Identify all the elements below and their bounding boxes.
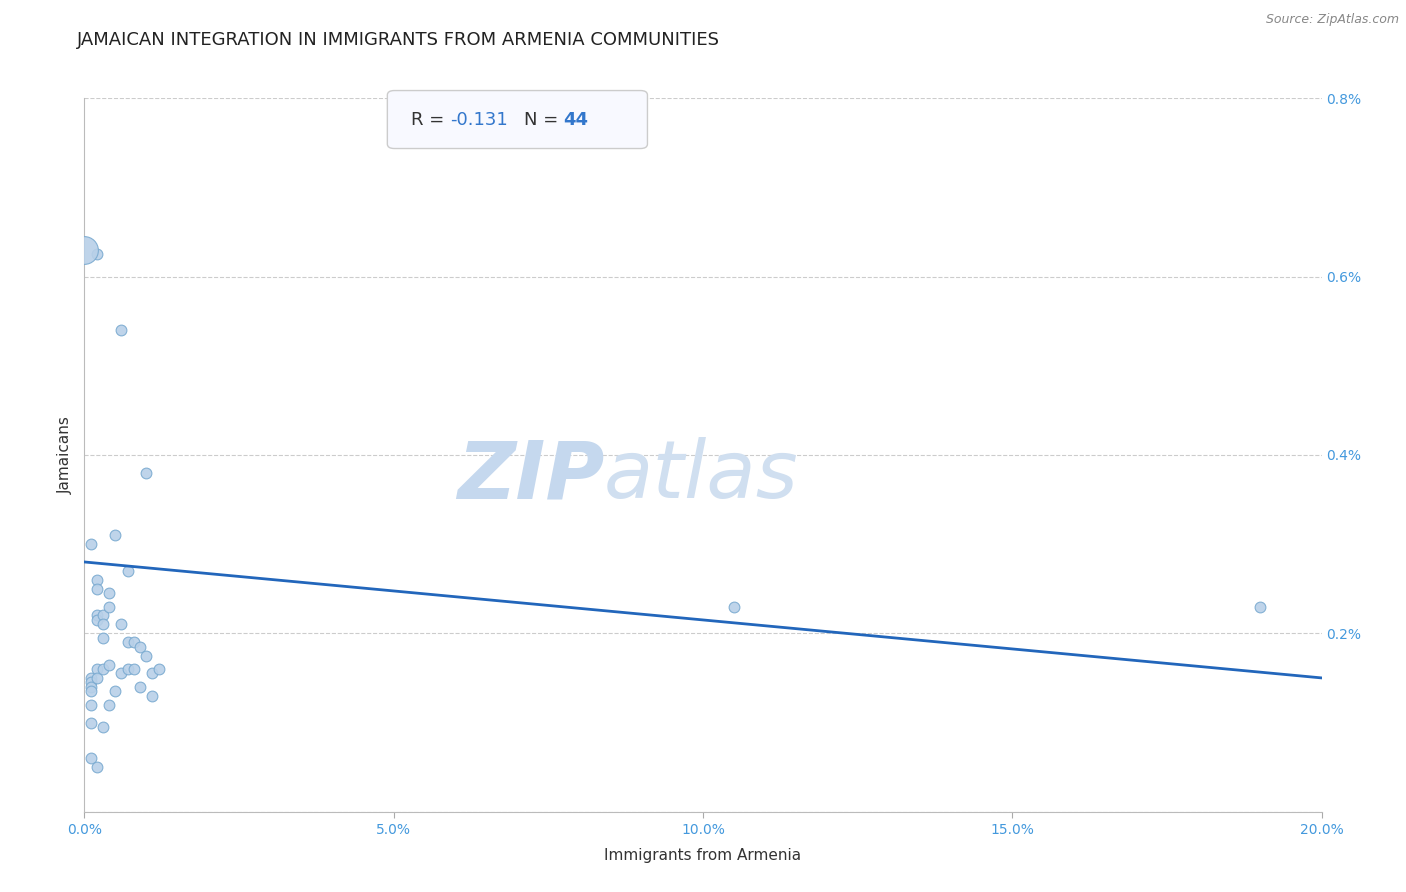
Text: N =: N = — [523, 111, 564, 128]
Point — [104, 684, 127, 698]
Point — [148, 662, 170, 676]
Point — [79, 715, 101, 730]
Text: atlas: atlas — [605, 437, 799, 516]
Point — [1249, 599, 1271, 614]
Point — [86, 662, 108, 676]
Point — [91, 720, 114, 734]
Text: ZIP: ZIP — [457, 437, 605, 516]
Point — [129, 680, 152, 694]
Point — [98, 586, 121, 600]
Point — [141, 666, 163, 681]
Point — [91, 608, 114, 623]
Point — [86, 247, 108, 261]
Text: 44: 44 — [562, 111, 588, 128]
Point — [86, 573, 108, 587]
Text: R =: R = — [412, 111, 450, 128]
Point — [79, 698, 101, 712]
Point — [86, 671, 108, 685]
Point — [98, 657, 121, 672]
Point — [117, 635, 139, 649]
Point — [110, 617, 132, 632]
Point — [141, 689, 163, 703]
Point — [86, 613, 108, 627]
Point — [117, 564, 139, 578]
Point — [110, 666, 132, 681]
Point — [79, 751, 101, 765]
Point — [91, 631, 114, 645]
Point — [129, 640, 152, 654]
Point — [98, 599, 121, 614]
Point — [86, 760, 108, 774]
Point — [91, 662, 114, 676]
Point — [91, 617, 114, 632]
Point — [122, 662, 145, 676]
Point — [79, 537, 101, 551]
Point — [79, 671, 101, 685]
Point — [135, 648, 157, 663]
Text: -0.131: -0.131 — [450, 111, 509, 128]
Point — [79, 680, 101, 694]
X-axis label: Immigrants from Armenia: Immigrants from Armenia — [605, 848, 801, 863]
Point — [723, 599, 745, 614]
Point — [79, 675, 101, 690]
Point — [117, 662, 139, 676]
Point — [79, 684, 101, 698]
Point — [86, 608, 108, 623]
Point — [122, 635, 145, 649]
Point — [86, 582, 108, 596]
Y-axis label: Jamaicans: Jamaicans — [58, 416, 73, 494]
Point — [110, 323, 132, 337]
Text: JAMAICAN INTEGRATION IN IMMIGRANTS FROM ARMENIA COMMUNITIES: JAMAICAN INTEGRATION IN IMMIGRANTS FROM … — [77, 31, 720, 49]
Point — [135, 466, 157, 480]
Point — [104, 528, 127, 542]
Point — [98, 698, 121, 712]
Text: Source: ZipAtlas.com: Source: ZipAtlas.com — [1265, 13, 1399, 27]
Point — [73, 243, 96, 257]
